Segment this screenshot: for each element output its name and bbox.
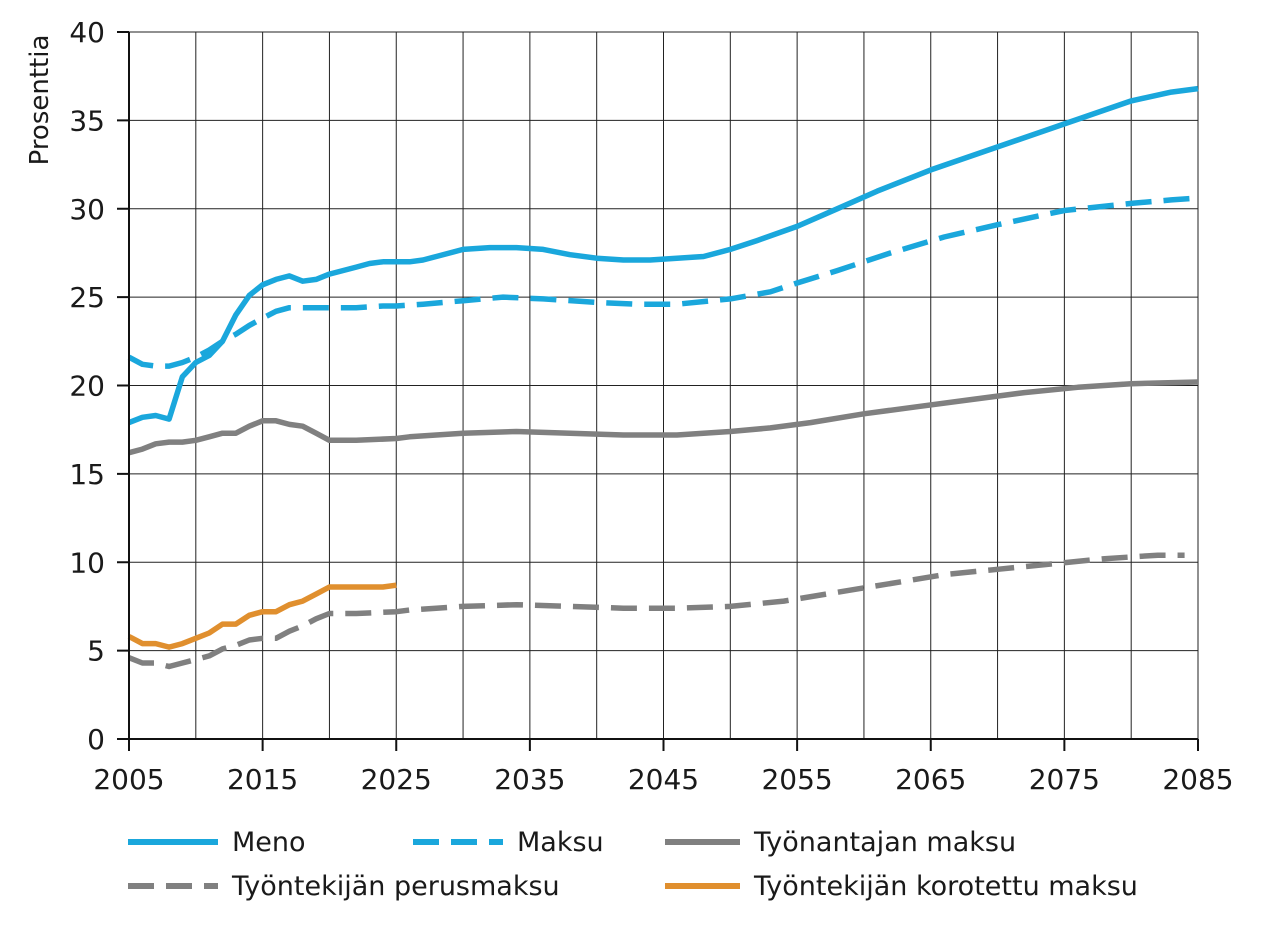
plot-area	[127, 85, 1199, 670]
y-tick-label: 0	[87, 723, 105, 756]
y-tick-label: 40	[69, 16, 105, 49]
x-tick-label: 2035	[494, 763, 565, 796]
y-tick-label: 5	[87, 635, 105, 668]
x-tick-label: 2015	[227, 763, 298, 796]
series-line-1	[127, 195, 1199, 369]
y-tick-label: 15	[69, 458, 105, 491]
x-tick-label: 2055	[761, 763, 832, 796]
series-line-2	[128, 379, 1199, 456]
x-tick-label: 2005	[93, 763, 164, 796]
x-tick-label: 2085	[1162, 763, 1233, 796]
y-tick-label: 25	[69, 281, 105, 314]
x-tick-label: 2075	[1029, 763, 1100, 796]
y-tick-label: 35	[69, 104, 105, 137]
x-tick-label: 2045	[628, 763, 699, 796]
series-line-3	[127, 552, 1185, 670]
y-axis-label: Prosenttia	[25, 35, 55, 166]
series-line-4	[127, 582, 397, 650]
series-line-0	[127, 85, 1199, 426]
y-tick-label: 30	[69, 193, 105, 226]
x-tick-label: 2065	[895, 763, 966, 796]
y-tick-label: 20	[69, 370, 105, 403]
y-tick-label: 10	[69, 546, 105, 579]
x-tick-label: 2025	[361, 763, 432, 796]
